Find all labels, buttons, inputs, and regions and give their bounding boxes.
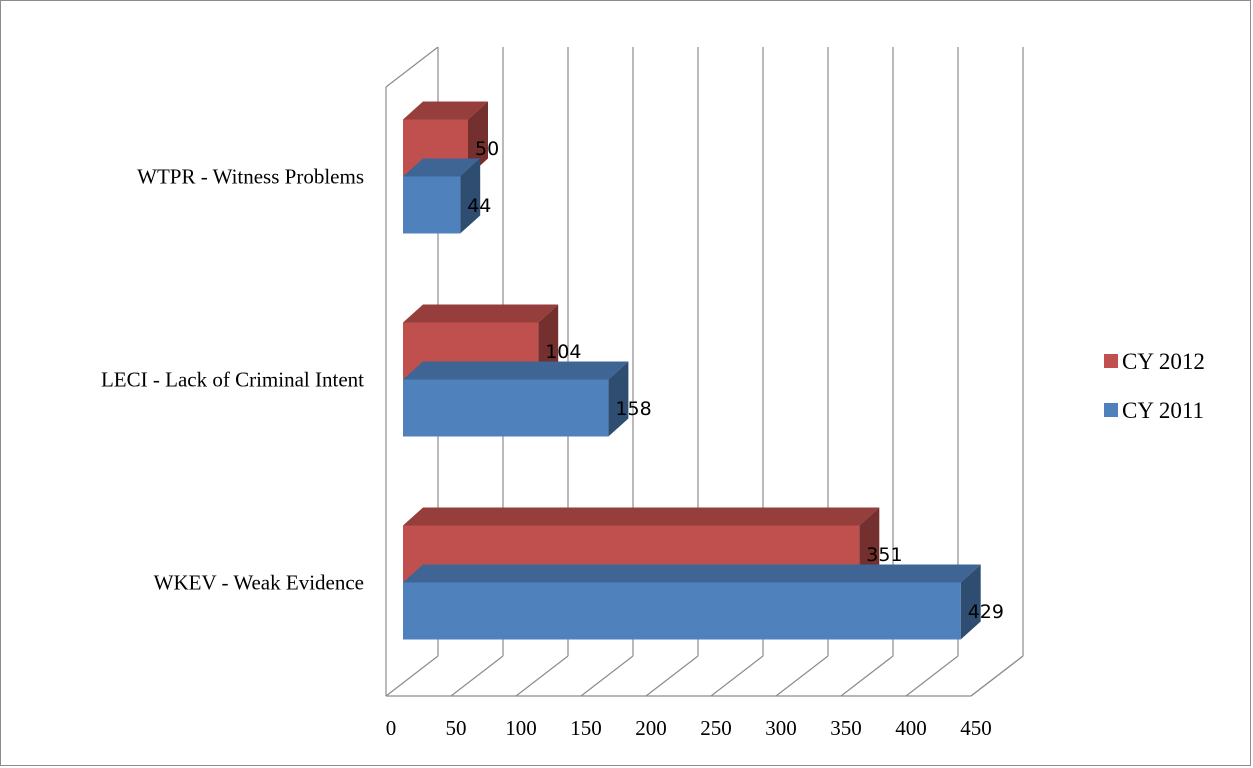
bar-cy-2011-leci-lack-of-criminal-intent — [403, 361, 629, 437]
data-label-cy-2011-wkev-weak-evidence: 429 — [968, 601, 1004, 623]
floor-gridline — [840, 655, 894, 697]
floor-gridline — [580, 655, 634, 697]
data-label-cy-2011-leci-lack-of-criminal-intent: 158 — [615, 398, 651, 420]
x-tick-label: 200 — [635, 716, 667, 740]
legend-swatch-cy-2012 — [1104, 354, 1118, 368]
wall-top-edge — [385, 46, 439, 88]
floor-gridline — [905, 655, 959, 697]
floor-gridline — [450, 655, 504, 697]
x-tick-label: 450 — [960, 716, 992, 740]
x-tick-label: 350 — [830, 716, 862, 740]
floor-gridline — [710, 655, 764, 697]
data-label-cy-2012-wkev-weak-evidence: 351 — [866, 544, 902, 566]
x-tick-label: 100 — [505, 716, 537, 740]
data-label-cy-2012-leci-lack-of-criminal-intent: 104 — [545, 341, 581, 363]
floor-gridline — [515, 655, 569, 697]
bar-cy-2011-wtpr-witness-problems — [403, 158, 481, 234]
x-tick-label: 0 — [386, 716, 397, 740]
labels-layer: 0 50 100 150 200 250 300 350 400 450 WKEV - Weak E… — [101, 138, 1004, 740]
x-tick-label: 300 — [765, 716, 797, 740]
category-label-leci-lack-of-criminal-intent: LECI - Lack of Criminal Intent — [101, 368, 364, 392]
bar-cy-2011-wkev-weak-evidence — [403, 564, 981, 640]
bars-layer — [403, 101, 981, 640]
floor-gridline — [970, 655, 1024, 697]
data-label-cy-2012-wtpr-witness-problems: 50 — [475, 138, 499, 160]
legend-swatch-cy-2011 — [1104, 403, 1118, 417]
floor-gridline — [775, 655, 829, 697]
category-label-wtpr-witness-problems: WTPR - Witness Problems — [137, 165, 364, 189]
legend-label-cy-2011: CY 2011 — [1122, 398, 1204, 423]
floor-gridline — [385, 655, 439, 697]
legend-label-cy-2012: CY 2012 — [1122, 349, 1205, 374]
x-tick-label: 400 — [895, 716, 927, 740]
x-tick-label: 150 — [570, 716, 602, 740]
legend: CY 2012 CY 2011 — [1104, 349, 1205, 423]
data-label-cy-2011-wtpr-witness-problems: 44 — [467, 195, 491, 217]
floor-gridline — [645, 655, 699, 697]
x-tick-label: 250 — [700, 716, 732, 740]
x-tick-label: 50 — [446, 716, 467, 740]
category-label-wkev-weak-evidence: WKEV - Weak Evidence — [154, 571, 364, 595]
